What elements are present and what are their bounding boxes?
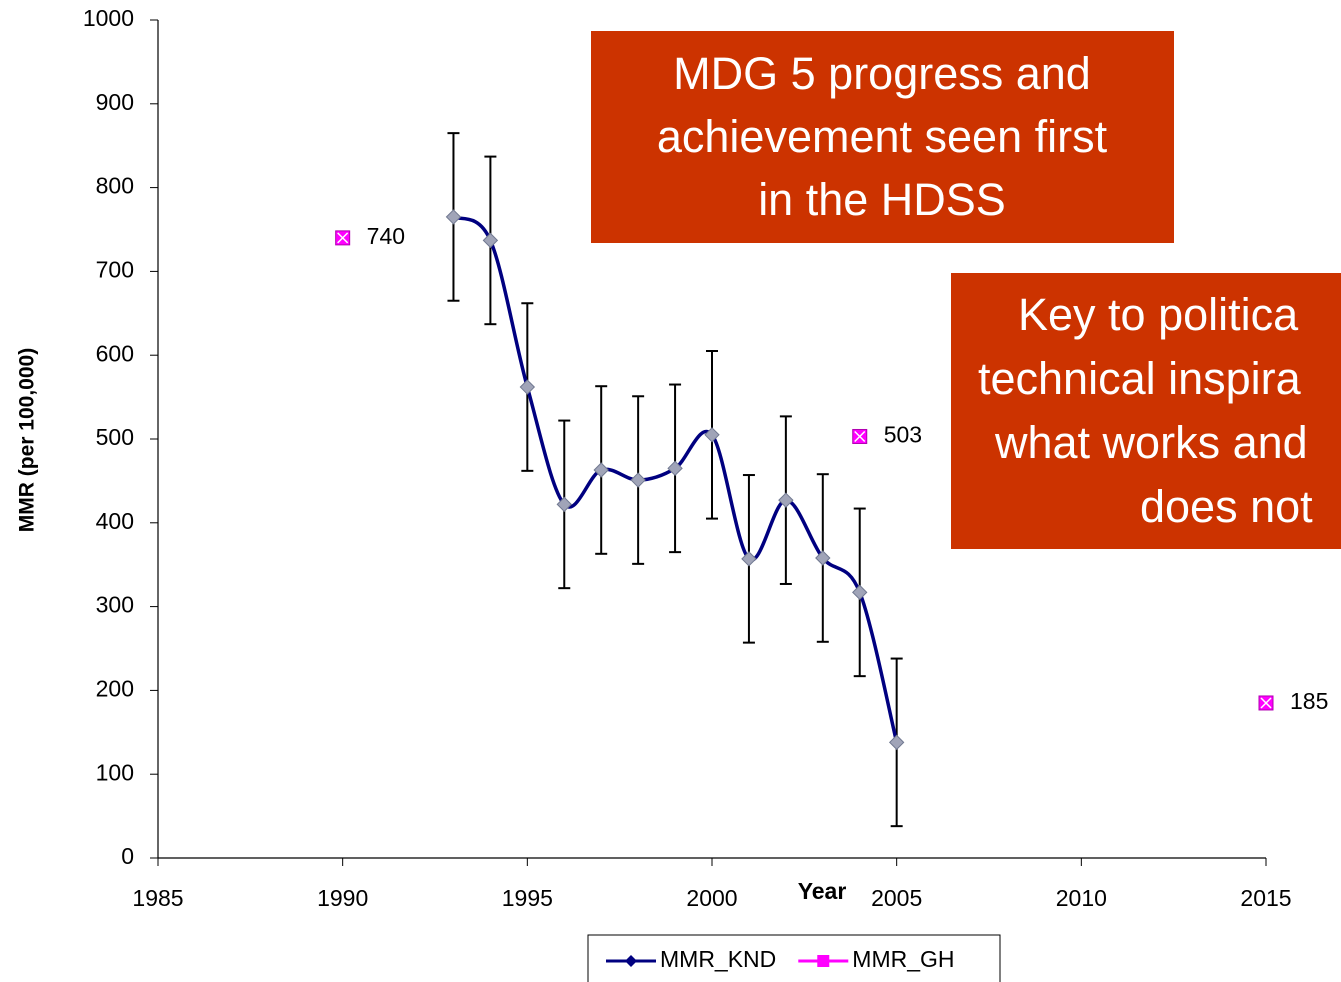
y-tick-label: 400	[96, 508, 134, 534]
marker	[335, 230, 351, 246]
x-tick-label: 1995	[502, 885, 553, 911]
data-label: 503	[884, 422, 922, 448]
marker	[445, 209, 462, 225]
x-tick-label: 1985	[132, 885, 183, 911]
annotation-box	[591, 31, 1174, 243]
annotation-text: does not	[1140, 481, 1313, 532]
marker	[704, 427, 720, 443]
y-tick-label: 900	[96, 89, 134, 115]
marker	[556, 496, 572, 513]
marker	[630, 472, 646, 488]
y-axis-label: MMR (per 100,000)	[16, 348, 39, 532]
marker-cross	[854, 430, 866, 443]
y-tick-label: 700	[96, 256, 134, 282]
y-tick-label: 600	[96, 340, 134, 366]
marker-cross	[337, 232, 349, 244]
legend-marker	[817, 955, 830, 967]
data-label: 185	[1290, 688, 1328, 714]
y-tick-label: 200	[96, 675, 134, 701]
legend-label: MMR_KND	[660, 946, 776, 972]
marker	[888, 734, 905, 751]
annotation-box	[951, 273, 1341, 549]
annotation-text: technical inspira	[978, 353, 1302, 404]
legend-label: MMR_GH	[852, 946, 954, 972]
x-tick-label: 2015	[1240, 885, 1291, 911]
marker	[852, 584, 868, 601]
legend-marker	[625, 955, 637, 967]
legend-box	[587, 934, 1001, 982]
y-tick-label: 100	[96, 759, 134, 785]
marker	[519, 379, 536, 395]
marker	[593, 462, 609, 478]
marker	[667, 460, 683, 477]
annotation-text: Key to politica	[1018, 289, 1299, 340]
x-axis-label: Year	[798, 878, 847, 904]
y-tick-label: 1000	[83, 5, 134, 31]
y-tick-label: 300	[96, 592, 134, 618]
y-tick-label: 800	[96, 173, 134, 199]
data-label: 740	[367, 223, 405, 249]
x-tick-label: 2005	[871, 885, 922, 911]
annotation-text: MDG 5 progress and	[673, 48, 1091, 99]
marker-cross	[1260, 697, 1272, 709]
x-tick-label: 1990	[317, 885, 368, 911]
marker	[815, 550, 831, 566]
marker	[852, 428, 868, 444]
marker	[778, 492, 794, 508]
annotation-text: achievement seen first	[657, 111, 1108, 162]
annotation-text: in the HDSS	[758, 174, 1006, 225]
annotation-text: what works and	[994, 417, 1308, 468]
x-tick-label: 2010	[1056, 885, 1107, 911]
y-tick-label: 0	[121, 843, 134, 869]
marker	[482, 232, 499, 249]
marker	[1258, 695, 1274, 711]
marker	[741, 551, 757, 567]
y-tick-label: 500	[96, 424, 134, 450]
x-tick-label: 2000	[686, 885, 737, 911]
